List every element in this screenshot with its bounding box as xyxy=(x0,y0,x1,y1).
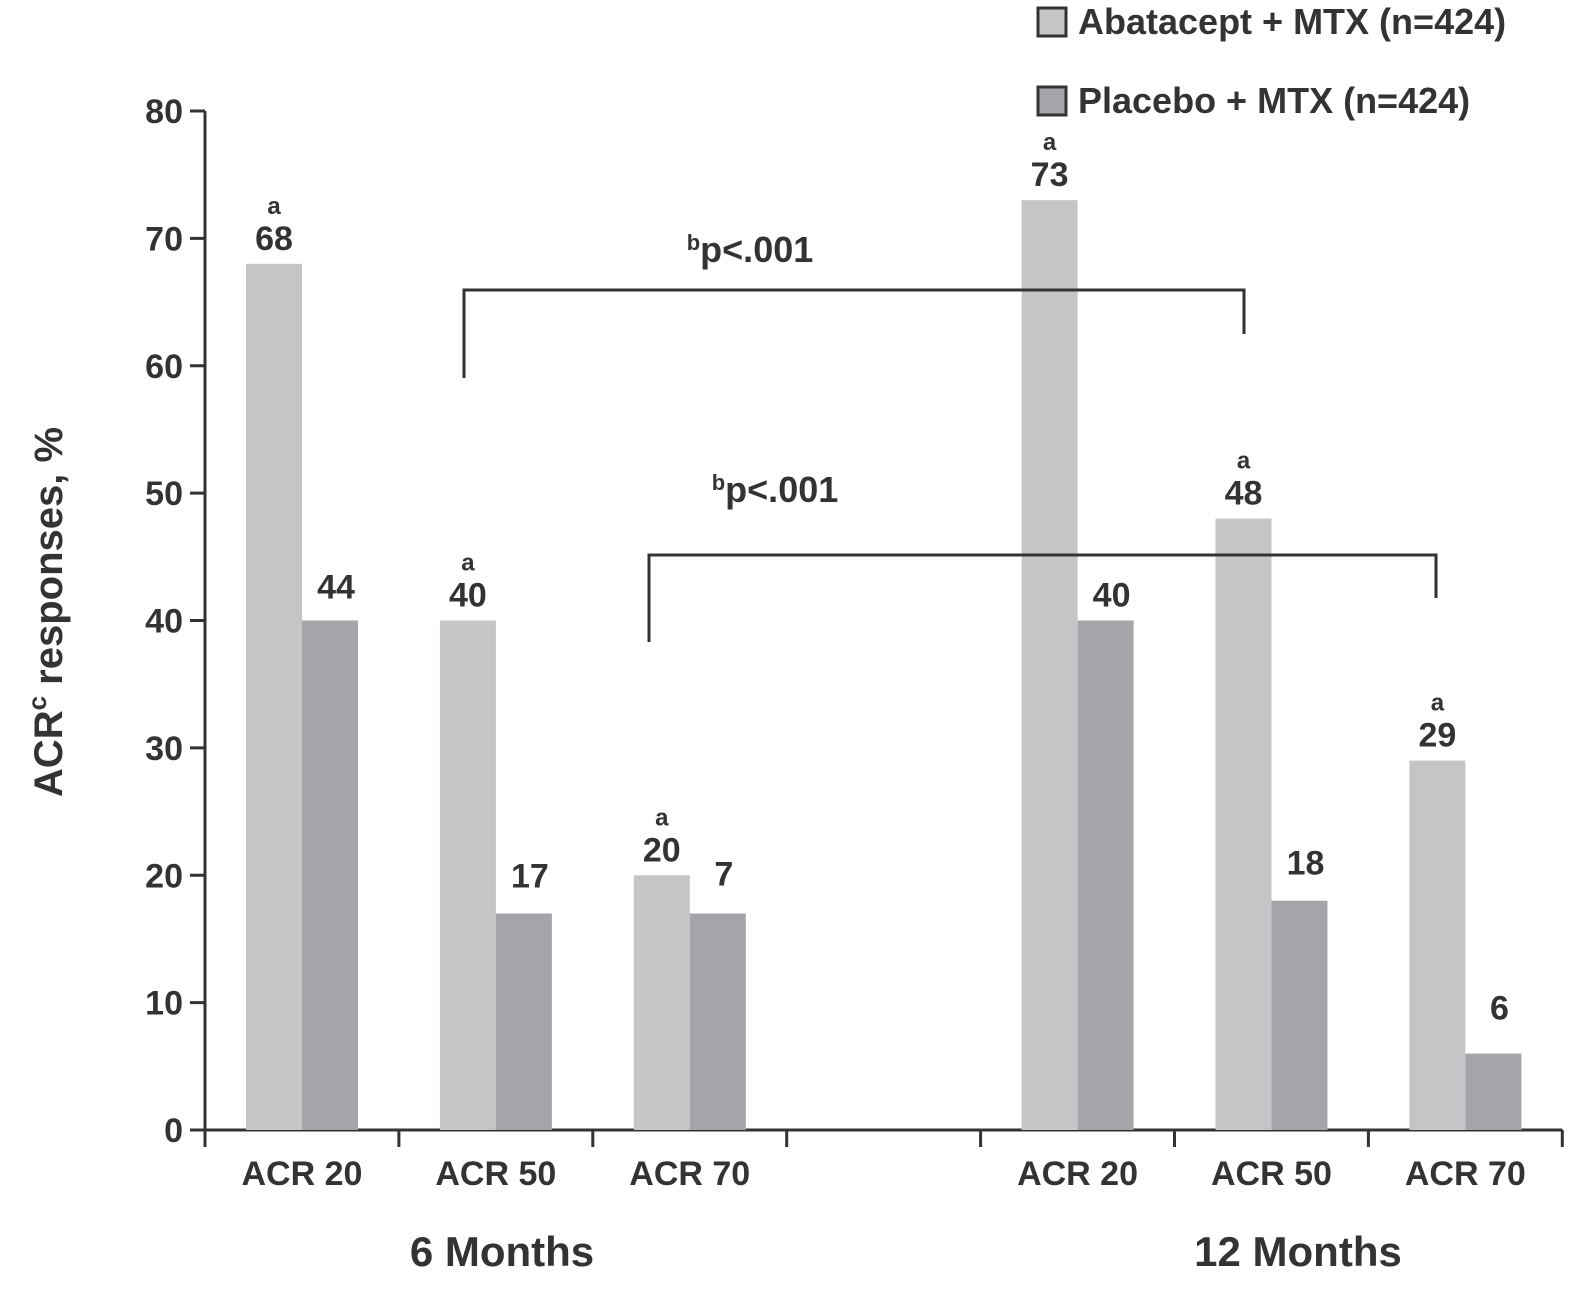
bar-placebo xyxy=(689,913,746,1130)
y-tick-label: 50 xyxy=(145,475,183,513)
bar-placebo xyxy=(302,620,358,1130)
data-label-superscript: a xyxy=(267,193,281,220)
y-tick-label: 0 xyxy=(164,1112,183,1150)
bar-abatacept xyxy=(633,875,690,1130)
significance-bracket xyxy=(647,553,1438,642)
bar-placebo xyxy=(1465,1053,1522,1130)
data-label: 29 xyxy=(1418,717,1456,755)
y-tick-label: 70 xyxy=(145,220,183,258)
legend-swatch xyxy=(1036,6,1068,38)
y-tick-label: 20 xyxy=(145,857,183,895)
y-tick-label: 80 xyxy=(145,93,183,131)
bar-placebo xyxy=(495,913,552,1130)
legend-label: Placebo + MTX (n=424) xyxy=(1078,80,1470,121)
x-category-label: ACR 20 xyxy=(1017,1155,1138,1193)
x-category-label: ACR 50 xyxy=(1211,1155,1332,1193)
bar-abatacept xyxy=(246,263,302,1131)
significance-bracket xyxy=(462,288,1246,378)
data-label: 48 xyxy=(1225,475,1263,513)
y-tick-label: 30 xyxy=(145,730,183,768)
data-label: 7 xyxy=(714,855,733,893)
y-tick-label: 60 xyxy=(145,348,183,386)
data-label: 20 xyxy=(643,831,681,869)
y-tick-label: 10 xyxy=(145,985,183,1023)
bar-abatacept xyxy=(1021,200,1078,1131)
data-label: 40 xyxy=(449,577,487,615)
data-label: 17 xyxy=(511,857,549,895)
y-tick-label: 40 xyxy=(145,603,183,641)
x-category-label: ACR 70 xyxy=(629,1155,750,1193)
x-category-label: ACR 70 xyxy=(1405,1155,1526,1193)
significance-annotation: bp<.001 xyxy=(687,229,814,270)
bar-placebo xyxy=(1271,900,1328,1130)
data-label-superscript: a xyxy=(1237,448,1251,475)
group-label: 6 Months xyxy=(410,1228,594,1275)
data-label: 18 xyxy=(1287,845,1325,883)
data-label-superscript: a xyxy=(1431,690,1445,717)
bar-abatacept xyxy=(1215,518,1272,1130)
bar-placebo xyxy=(1077,620,1134,1130)
data-label: 73 xyxy=(1031,156,1069,194)
x-category-label: ACR 50 xyxy=(435,1155,556,1193)
bar-abatacept xyxy=(1409,760,1466,1130)
data-label-superscript: a xyxy=(1043,129,1057,156)
bar-abatacept xyxy=(439,620,496,1130)
legend-swatch xyxy=(1036,85,1068,117)
data-label: 68 xyxy=(255,220,293,258)
group-label: 12 Months xyxy=(1194,1228,1402,1275)
legend-label: Abatacept + MTX (n=424) xyxy=(1078,1,1506,42)
data-label-superscript: a xyxy=(655,804,669,831)
data-label: 40 xyxy=(1093,577,1131,615)
data-label: 44 xyxy=(317,569,355,607)
y-axis-label: ACRc responses, % xyxy=(22,427,71,797)
x-category-label: ACR 20 xyxy=(241,1155,362,1193)
data-label-superscript: a xyxy=(461,550,475,577)
data-label: 6 xyxy=(1490,990,1509,1028)
significance-annotation: bp<.001 xyxy=(712,469,839,510)
